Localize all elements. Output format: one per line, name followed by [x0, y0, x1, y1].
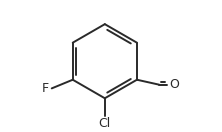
Text: F: F [42, 82, 49, 95]
Text: Cl: Cl [99, 117, 111, 130]
Text: O: O [170, 78, 180, 91]
